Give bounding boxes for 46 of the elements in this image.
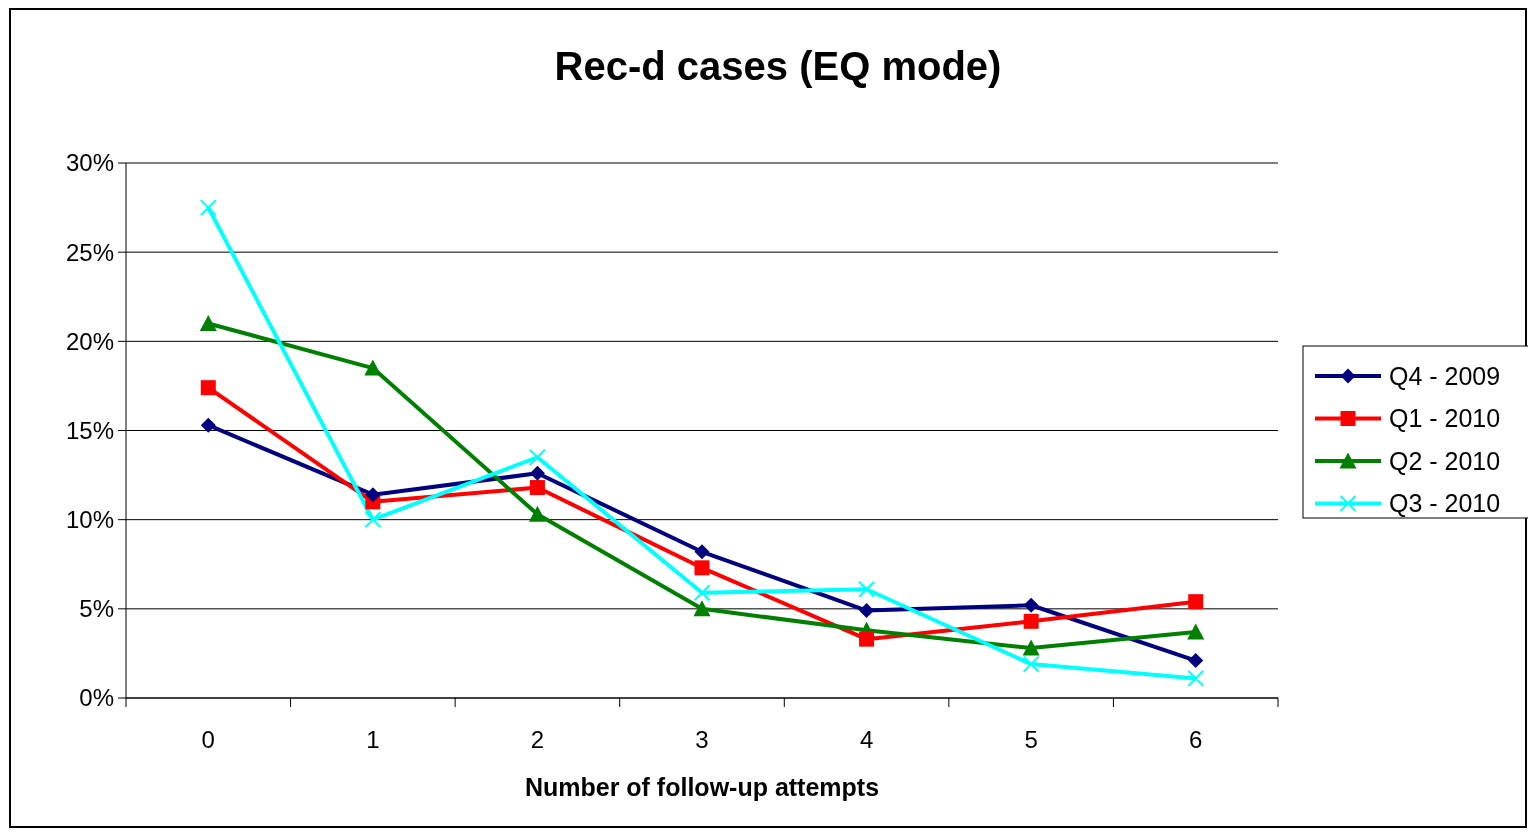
point	[1188, 594, 1204, 610]
y-tick-label: 25%	[65, 238, 114, 266]
x-tick-label: 2	[530, 726, 545, 753]
legend-label: Q2 - 2010	[1389, 446, 1501, 475]
point	[1187, 623, 1205, 640]
x-tick-label: 3	[695, 726, 709, 753]
x-axis-title: Number of follow-up attempts	[524, 773, 880, 801]
x-tick-label: 5	[1024, 726, 1038, 753]
point	[859, 631, 875, 647]
point	[1023, 597, 1039, 613]
point	[693, 600, 711, 617]
point	[199, 315, 217, 331]
point	[1023, 613, 1039, 629]
point	[859, 603, 875, 619]
x-tick-label: 0	[201, 726, 215, 753]
y-tick-label: 0%	[79, 684, 114, 712]
legend-label: Q3 - 2010	[1389, 489, 1501, 518]
chart-title: Rec-d cases (EQ mode)	[554, 44, 1002, 88]
point	[1188, 653, 1204, 669]
point	[528, 448, 546, 466]
legend-label: Q1 - 2010	[1389, 404, 1501, 433]
y-tick-label: 10%	[65, 506, 114, 534]
y-tick-label: 20%	[65, 327, 114, 355]
point	[364, 511, 382, 529]
point	[693, 584, 711, 602]
point	[1187, 669, 1205, 687]
x-tick-label: 1	[366, 726, 380, 753]
point	[199, 199, 217, 217]
point	[1022, 655, 1040, 673]
y-tick-label: 5%	[79, 595, 114, 623]
point	[200, 417, 216, 433]
point	[529, 480, 545, 496]
x-tick-label: 6	[1189, 726, 1203, 753]
point	[858, 580, 876, 598]
point	[364, 359, 382, 376]
point	[365, 487, 381, 503]
y-tick-label: 15%	[65, 416, 114, 444]
point	[529, 465, 545, 481]
point	[1022, 639, 1040, 656]
point	[200, 380, 216, 396]
point	[528, 505, 546, 522]
point	[694, 560, 710, 576]
point	[694, 544, 710, 560]
legend-label: Q4 - 2009	[1389, 361, 1501, 390]
x-tick-label: 4	[859, 726, 874, 753]
y-tick-label: 30%	[65, 149, 114, 177]
